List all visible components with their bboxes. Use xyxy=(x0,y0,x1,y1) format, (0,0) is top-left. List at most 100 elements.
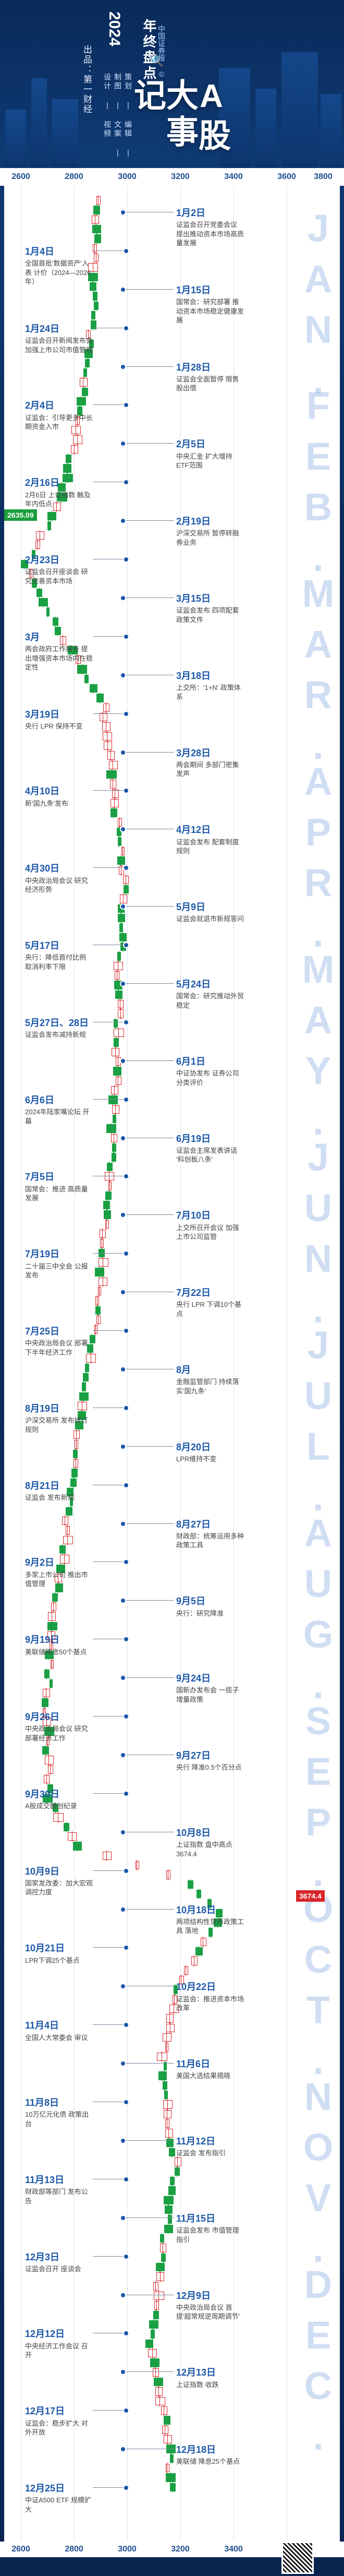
leader-line xyxy=(93,1870,124,1871)
candle-wick xyxy=(159,2262,161,2273)
candle-wick xyxy=(168,2204,169,2215)
event-date: 6月1日 xyxy=(176,1056,206,1067)
event-marker xyxy=(123,1404,129,1411)
candle-wick xyxy=(37,540,38,551)
candle-wick xyxy=(88,329,89,340)
event-text: 两会政府工作报告 提出增强资本市场内在稳定性 xyxy=(25,645,93,672)
candle xyxy=(166,1870,170,1879)
candle xyxy=(95,1296,99,1305)
event-marker xyxy=(120,826,126,833)
candle xyxy=(196,1890,202,1899)
event-date: 3月 xyxy=(25,631,40,642)
event-annotation: 9月24日 国新办发布会 一揽子增量政策 xyxy=(176,1672,244,1704)
footer-brand: 系列盘点 xyxy=(321,2484,330,2524)
event-date: 10月22日 xyxy=(176,1982,216,1993)
candle-wick xyxy=(64,1554,65,1565)
month-watermark: JUN. xyxy=(297,1136,340,1338)
candle-wick xyxy=(74,1468,75,1478)
event-annotation: 6月1日 中证协发布 证券公司分类评价 xyxy=(176,1055,244,1087)
candle-wick xyxy=(67,1534,68,1545)
month-watermark: OCT. xyxy=(297,1887,340,2090)
event-marker xyxy=(123,865,129,872)
candle xyxy=(175,2167,180,2176)
event-date: 12月9日 xyxy=(176,2290,211,2301)
candle-wick xyxy=(99,1267,100,1278)
leader-line xyxy=(124,1600,174,1601)
candle xyxy=(96,196,101,205)
candle-wick xyxy=(84,386,85,397)
event-marker xyxy=(120,363,126,370)
candle-wick xyxy=(118,989,119,1000)
event-date: 9月2日 xyxy=(25,1557,55,1568)
candle-wick xyxy=(81,1410,82,1421)
qr-code[interactable] xyxy=(281,2542,314,2574)
candle xyxy=(88,272,99,281)
leader-line xyxy=(124,443,174,444)
event-annotation: 11月15日 证监会发布 市值管理指引 xyxy=(176,2212,244,2244)
candle-wick xyxy=(115,1104,116,1115)
candle xyxy=(85,359,90,367)
axis-tick: 3600 xyxy=(277,172,296,181)
event-text: 央行：研究降准 xyxy=(176,1609,224,1617)
event-marker xyxy=(123,1790,129,1797)
candle-wick xyxy=(110,1123,112,1134)
event-marker xyxy=(120,286,126,293)
candle xyxy=(42,1689,51,1698)
month-watermark: AUG. xyxy=(297,1511,340,1714)
candle-wick xyxy=(68,1506,69,1517)
candle xyxy=(119,923,124,932)
event-date: 1月4日 xyxy=(25,246,55,257)
leader-line xyxy=(124,289,174,290)
axis-tick: 3400 xyxy=(224,172,243,181)
event-text: 美联储降息50个基点 xyxy=(25,1648,87,1656)
event-date: 8月21日 xyxy=(25,1480,60,1491)
candle-wick xyxy=(97,1305,98,1316)
event-text: 证监会发布 四项配套政策文件 xyxy=(176,606,239,624)
event-marker xyxy=(120,672,126,678)
skyline-building xyxy=(321,94,341,172)
event-marker xyxy=(123,1096,129,1103)
candle xyxy=(153,2310,159,2319)
candle-wick xyxy=(154,2357,155,2368)
event-date: 8月19日 xyxy=(25,1403,60,1414)
event-text: 美联储 降息25个基点 xyxy=(176,2458,240,2466)
candle xyxy=(163,2196,174,2204)
event-marker xyxy=(123,1559,129,1566)
event-marker xyxy=(120,2137,126,2144)
candle xyxy=(164,2224,174,2233)
event-text: 证监会：稳步扩大 对外开放 xyxy=(25,2419,88,2437)
event-text: 央行 LPR 下调10个基点 xyxy=(176,1301,241,1318)
event-text: 证监会召开座谈会 研究完善资本市场 xyxy=(25,568,88,585)
leader-line xyxy=(93,404,124,406)
skyline-building xyxy=(31,78,47,172)
candle-wick xyxy=(158,2291,159,2301)
candle-wick xyxy=(99,1286,100,1297)
candle-wick xyxy=(166,2415,167,2426)
leader-line xyxy=(124,752,174,753)
candle-wick xyxy=(122,941,124,952)
leader-line xyxy=(93,1099,124,1100)
skyline-building xyxy=(5,110,26,172)
candle xyxy=(167,2215,172,2224)
candle-wick xyxy=(209,1898,210,1909)
leader-line xyxy=(93,1330,124,1331)
leader-line xyxy=(93,2487,124,2488)
candle-wick xyxy=(44,1697,45,1708)
candle xyxy=(99,1277,107,1286)
event-date: 12月17日 xyxy=(25,2406,65,2417)
candle-wick xyxy=(122,845,123,856)
candle-wick xyxy=(67,472,68,483)
qr-caption: 扫码查看 xyxy=(309,2484,317,2518)
event-date: 8月27日 xyxy=(176,1519,211,1530)
event-marker xyxy=(120,1212,126,1219)
event-annotation: 7月5日 国常会：推进 高质量发展 xyxy=(25,1171,93,1202)
event-marker xyxy=(123,325,129,331)
candle xyxy=(113,1067,121,1076)
event-annotation: 12月18日 美联储 降息25个基点 xyxy=(176,2443,244,2466)
axis-tick: 2600 xyxy=(11,172,30,181)
event-annotation: 10月18日 两项结构性货币政策工具 落地 xyxy=(176,1904,244,1936)
candle xyxy=(117,1000,124,1009)
candle xyxy=(53,502,61,511)
event-text: 上交所：'1+N' 政策体系 xyxy=(176,684,241,701)
event-date: 11月13日 xyxy=(25,2174,65,2185)
